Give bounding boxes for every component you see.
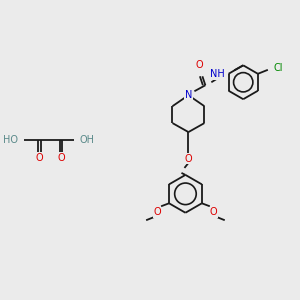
Text: O: O [35,153,43,163]
Text: O: O [184,154,192,164]
Text: Cl: Cl [274,63,283,73]
Text: O: O [153,207,161,217]
Text: O: O [57,153,65,163]
Text: O: O [210,207,218,217]
Text: O: O [196,60,203,70]
Text: N: N [185,90,192,100]
Text: OH: OH [80,135,95,145]
Text: NH: NH [209,69,224,79]
Text: HO: HO [3,135,18,145]
